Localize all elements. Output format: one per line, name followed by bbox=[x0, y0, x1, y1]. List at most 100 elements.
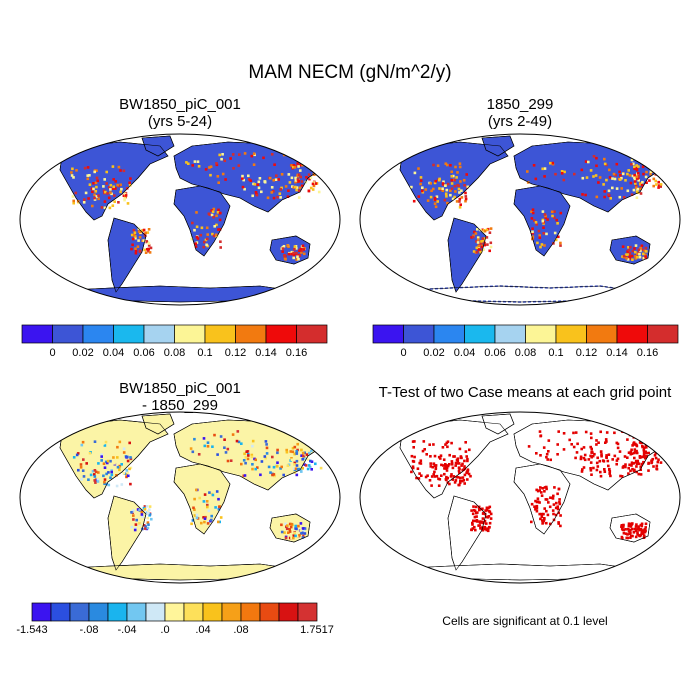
grid-cell bbox=[295, 251, 298, 255]
grid-cell bbox=[457, 184, 461, 188]
grid-cell bbox=[554, 506, 558, 510]
grid-cell bbox=[93, 440, 97, 443]
grid-cell bbox=[128, 181, 131, 185]
grid-cell bbox=[103, 178, 106, 181]
grid-cell bbox=[485, 506, 489, 510]
grid-cell bbox=[480, 507, 483, 511]
grid-cell bbox=[103, 444, 107, 447]
grid-cell bbox=[413, 171, 417, 175]
grid-cell bbox=[549, 161, 552, 165]
grid-cell bbox=[626, 172, 629, 176]
grid-cell bbox=[207, 520, 210, 524]
grid-cell bbox=[131, 516, 135, 519]
grid-cell bbox=[269, 471, 272, 474]
grid-cell bbox=[624, 528, 627, 531]
grid-cell bbox=[599, 474, 603, 478]
grid-cell bbox=[624, 465, 627, 469]
grid-cell bbox=[589, 461, 593, 464]
grid-cell bbox=[288, 522, 292, 526]
grid-cell bbox=[311, 442, 315, 446]
grid-cell bbox=[485, 228, 489, 232]
grid-cell bbox=[93, 170, 96, 174]
grid-cell bbox=[195, 235, 199, 239]
grid-cell bbox=[449, 189, 452, 192]
grid-cell bbox=[626, 258, 630, 261]
grid-cell bbox=[451, 478, 455, 481]
grid-cell bbox=[128, 184, 132, 187]
grid-cell bbox=[202, 500, 206, 503]
grid-cell bbox=[219, 435, 223, 438]
grid-cell bbox=[441, 182, 445, 185]
grid-cell bbox=[629, 534, 633, 538]
grid-cell bbox=[655, 467, 658, 470]
grid-cell bbox=[475, 246, 479, 250]
grid-cell bbox=[635, 164, 638, 167]
grid-cell bbox=[639, 523, 643, 527]
grid-cell bbox=[646, 163, 649, 167]
grid-cell bbox=[301, 527, 305, 530]
grid-cell bbox=[603, 162, 607, 166]
grid-cell bbox=[633, 443, 636, 446]
grid-cell bbox=[592, 466, 595, 470]
grid-cell bbox=[642, 172, 645, 176]
grid-cell bbox=[210, 213, 214, 217]
grid-cell bbox=[301, 163, 304, 167]
grid-cell bbox=[212, 207, 216, 211]
grid-cell bbox=[418, 472, 421, 475]
grid-cell bbox=[635, 196, 639, 199]
grid-cell bbox=[542, 446, 546, 449]
grid-cell bbox=[605, 178, 608, 182]
grid-cell bbox=[310, 165, 314, 168]
grid-cell bbox=[559, 244, 562, 247]
grid-cell bbox=[644, 175, 648, 179]
grid-cell bbox=[242, 178, 245, 182]
grid-cell bbox=[210, 209, 213, 212]
grid-cell bbox=[477, 248, 480, 251]
grid-cell bbox=[556, 507, 560, 511]
grid-cell bbox=[309, 459, 312, 463]
grid-cell bbox=[549, 522, 552, 526]
grid-cell bbox=[527, 445, 531, 448]
grid-cell bbox=[193, 514, 197, 517]
grid-cell bbox=[449, 193, 452, 197]
grid-cell bbox=[598, 176, 602, 179]
grid-cell bbox=[584, 430, 588, 434]
grid-cell bbox=[629, 181, 633, 185]
grid-cell bbox=[445, 478, 448, 482]
colorbar-box bbox=[296, 324, 328, 344]
grid-cell bbox=[247, 454, 250, 457]
colorbar-tick-label: .08 bbox=[233, 624, 249, 636]
grid-cell bbox=[595, 164, 598, 168]
grid-cell bbox=[419, 176, 423, 179]
grid-cell bbox=[286, 244, 289, 247]
figure-title: MAM NECM (gN/m^2/y) bbox=[248, 62, 452, 83]
grid-cell bbox=[81, 440, 85, 444]
grid-cell bbox=[592, 175, 595, 178]
grid-cell bbox=[280, 186, 283, 190]
grid-cell bbox=[552, 242, 555, 245]
grid-cell bbox=[195, 513, 199, 517]
grid-cell bbox=[148, 251, 152, 254]
grid-cell bbox=[620, 535, 624, 539]
grid-cell bbox=[94, 190, 98, 193]
grid-cell bbox=[268, 176, 272, 180]
panel2-title-line1: 1850_299 bbox=[486, 96, 554, 113]
grid-cell bbox=[130, 233, 134, 237]
grid-cell bbox=[546, 513, 550, 517]
grid-cell bbox=[254, 467, 257, 471]
grid-cell bbox=[305, 453, 309, 456]
grid-cell bbox=[287, 252, 291, 256]
panel1-title-line2: (yrs 5-24) bbox=[147, 113, 213, 130]
colorbar-tick-label: -.04 bbox=[117, 624, 137, 636]
grid-cell bbox=[618, 195, 622, 199]
grid-cell bbox=[472, 508, 476, 512]
grid-cell bbox=[543, 175, 546, 178]
grid-cell bbox=[636, 187, 640, 191]
grid-cell bbox=[597, 181, 600, 184]
grid-cell bbox=[461, 476, 465, 479]
grid-cell bbox=[85, 467, 88, 471]
grid-cell bbox=[211, 232, 214, 236]
grid-cell bbox=[458, 200, 461, 203]
grid-cell bbox=[434, 179, 437, 183]
grid-cell bbox=[489, 227, 493, 230]
